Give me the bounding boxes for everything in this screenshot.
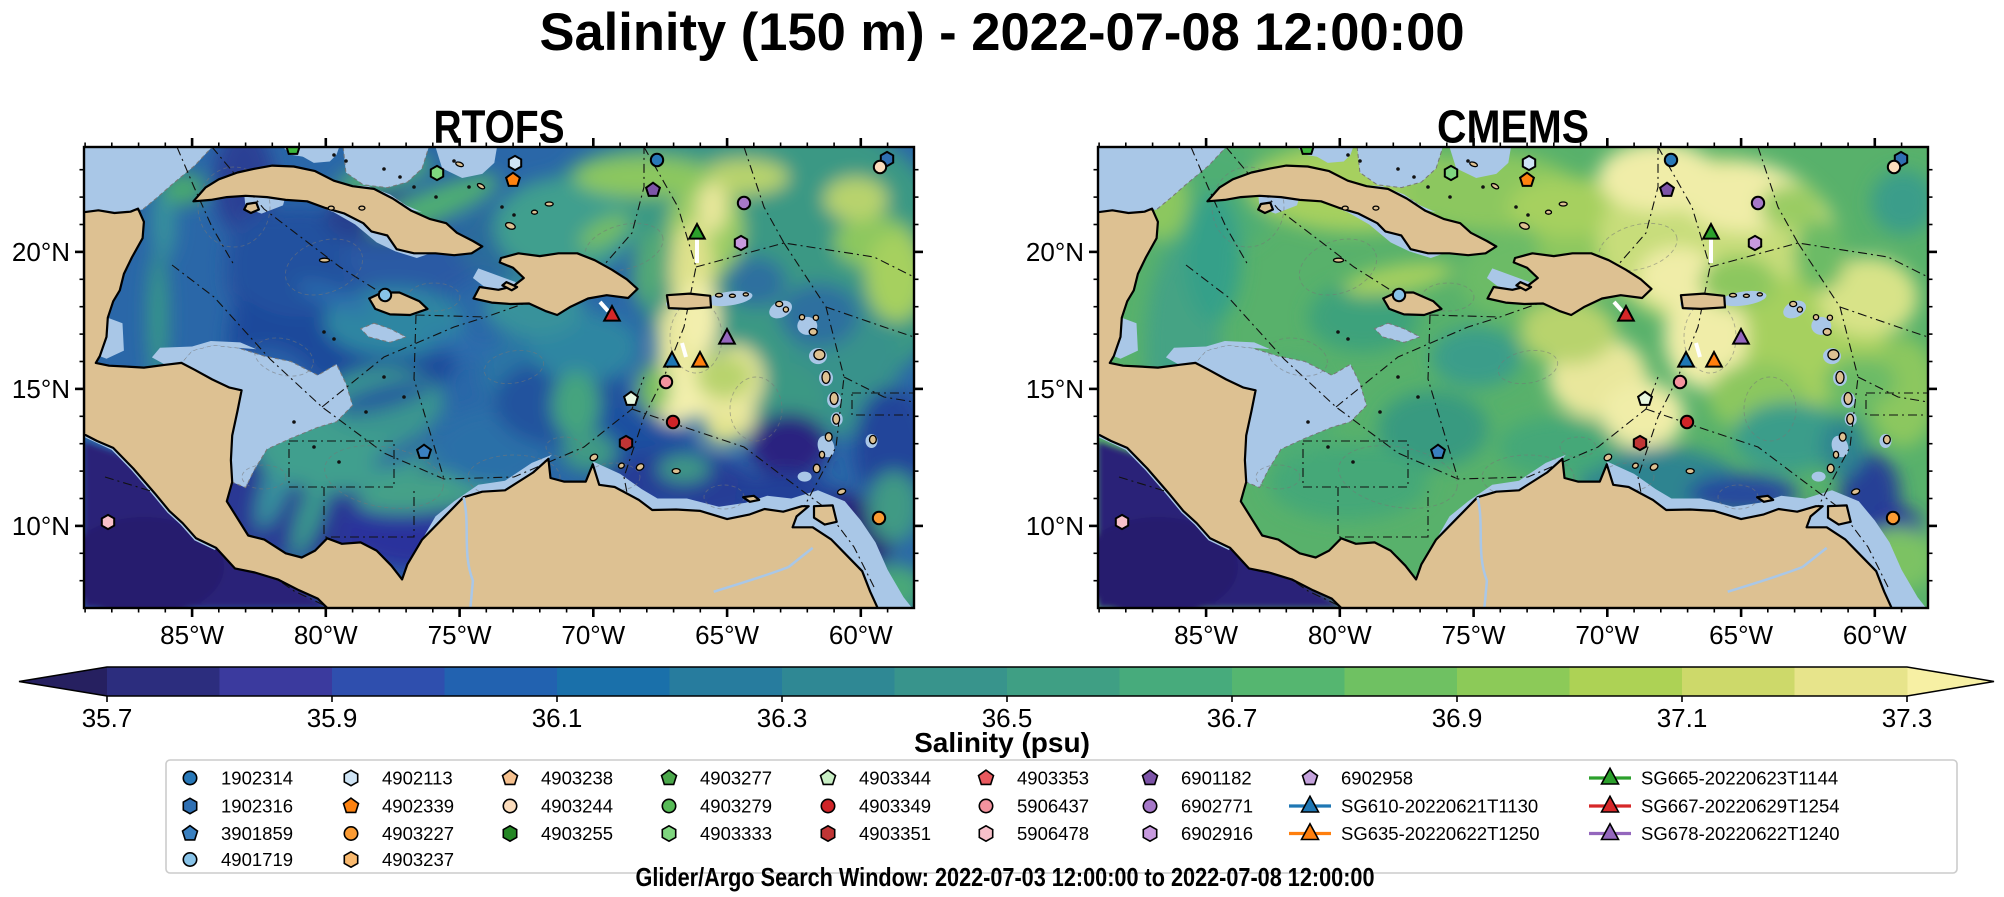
svg-text:10°N: 10°N xyxy=(12,511,70,541)
svg-text:4903237: 4903237 xyxy=(382,849,454,870)
svg-text:4902113: 4902113 xyxy=(382,768,453,789)
svg-text:37.1: 37.1 xyxy=(1657,703,1708,733)
svg-text:60°W: 60°W xyxy=(829,620,893,650)
svg-text:4903227: 4903227 xyxy=(382,823,454,844)
svg-text:37.3: 37.3 xyxy=(1882,703,1933,733)
svg-text:4903255: 4903255 xyxy=(541,823,613,844)
svg-text:4901719: 4901719 xyxy=(221,849,293,870)
svg-text:15°N: 15°N xyxy=(12,374,70,404)
svg-text:4903349: 4903349 xyxy=(859,796,931,817)
svg-text:6902916: 6902916 xyxy=(1181,823,1253,844)
svg-text:5906478: 5906478 xyxy=(1017,823,1089,844)
svg-text:60°W: 60°W xyxy=(1843,620,1907,650)
svg-text:6901182: 6901182 xyxy=(1181,768,1252,789)
svg-text:36.1: 36.1 xyxy=(532,703,583,733)
svg-text:75°W: 75°W xyxy=(428,620,492,650)
svg-text:4903238: 4903238 xyxy=(541,768,613,789)
svg-text:4902339: 4902339 xyxy=(382,796,454,817)
svg-text:85°W: 85°W xyxy=(160,620,224,650)
svg-text:75°W: 75°W xyxy=(1442,620,1506,650)
svg-text:4903277: 4903277 xyxy=(700,768,772,789)
svg-text:4903279: 4903279 xyxy=(700,796,772,817)
svg-text:1902316: 1902316 xyxy=(221,796,293,817)
svg-text:10°N: 10°N xyxy=(1026,511,1084,541)
svg-text:36.9: 36.9 xyxy=(1432,703,1483,733)
svg-text:Glider/Argo Search Window: 202: Glider/Argo Search Window: 2022-07-03 12… xyxy=(636,862,1375,892)
svg-text:80°W: 80°W xyxy=(294,620,358,650)
svg-text:70°W: 70°W xyxy=(561,620,625,650)
svg-text:Salinity (150 m) - 2022-07-08: Salinity (150 m) - 2022-07-08 12:00:00 xyxy=(539,3,1464,62)
svg-text:4903244: 4903244 xyxy=(541,796,613,817)
svg-text:RTOFS: RTOFS xyxy=(434,101,565,153)
svg-text:15°N: 15°N xyxy=(1026,374,1084,404)
svg-text:Salinity (psu): Salinity (psu) xyxy=(914,727,1090,758)
svg-text:36.3: 36.3 xyxy=(757,703,808,733)
svg-text:1902314: 1902314 xyxy=(221,768,293,789)
svg-text:5906437: 5906437 xyxy=(1017,796,1089,817)
svg-text:6902771: 6902771 xyxy=(1181,796,1253,817)
svg-text:6902958: 6902958 xyxy=(1341,768,1413,789)
svg-text:SG678-20220622T1240: SG678-20220622T1240 xyxy=(1641,823,1840,844)
svg-text:4903333: 4903333 xyxy=(700,823,772,844)
svg-text:70°W: 70°W xyxy=(1575,620,1639,650)
svg-text:35.7: 35.7 xyxy=(82,703,133,733)
svg-text:4903353: 4903353 xyxy=(1017,768,1089,789)
svg-text:85°W: 85°W xyxy=(1174,620,1238,650)
svg-text:36.5: 36.5 xyxy=(982,703,1033,733)
svg-text:SG667-20220629T1254: SG667-20220629T1254 xyxy=(1641,796,1840,817)
svg-text:SG665-20220623T1144: SG665-20220623T1144 xyxy=(1641,768,1838,789)
svg-text:4903344: 4903344 xyxy=(859,768,931,789)
svg-text:CMEMS: CMEMS xyxy=(1437,101,1589,153)
svg-text:20°N: 20°N xyxy=(1026,237,1084,267)
svg-text:35.9: 35.9 xyxy=(307,703,358,733)
svg-text:80°W: 80°W xyxy=(1308,620,1372,650)
svg-text:SG635-20220622T1250: SG635-20220622T1250 xyxy=(1341,823,1540,844)
svg-text:65°W: 65°W xyxy=(1709,620,1773,650)
svg-text:SG610-20220621T1130: SG610-20220621T1130 xyxy=(1341,796,1538,817)
svg-text:65°W: 65°W xyxy=(695,620,759,650)
svg-text:20°N: 20°N xyxy=(12,237,70,267)
svg-text:3901859: 3901859 xyxy=(221,823,293,844)
svg-text:4903351: 4903351 xyxy=(859,823,931,844)
svg-text:36.7: 36.7 xyxy=(1207,703,1258,733)
